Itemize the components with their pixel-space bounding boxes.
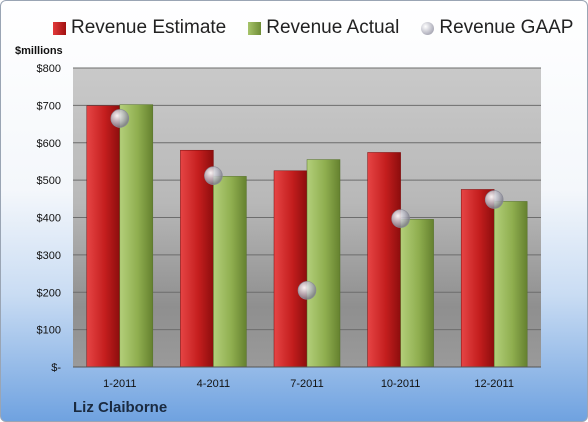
point-revenue-gaap bbox=[204, 166, 223, 185]
y-tick-label: $100 bbox=[37, 325, 61, 337]
y-tick-label: $200 bbox=[37, 287, 61, 299]
company-name: Liz Claiborne bbox=[73, 399, 168, 416]
point-revenue-gaap bbox=[110, 109, 130, 128]
legend-item-actual: Revenue Actual bbox=[248, 17, 399, 39]
bar-revenue-actual bbox=[400, 219, 434, 368]
bar-revenue-actual bbox=[306, 159, 341, 368]
legend: Revenue Estimate Revenue Actual Revenue … bbox=[53, 17, 573, 39]
bar-revenue-estimate bbox=[460, 189, 495, 368]
y-tick-label: $500 bbox=[37, 175, 61, 187]
bar-revenue-estimate bbox=[273, 170, 308, 368]
point-revenue-gaap bbox=[297, 281, 317, 300]
y-tick-label: $300 bbox=[37, 250, 61, 262]
legend-label-estimate: Revenue Estimate bbox=[71, 17, 227, 38]
bar-revenue-estimate bbox=[180, 149, 214, 368]
legend-swatch-estimate bbox=[53, 21, 66, 35]
point-revenue-gaap bbox=[391, 209, 410, 228]
legend-swatch-gaap bbox=[421, 21, 435, 35]
x-tick-label: 12-2011 bbox=[474, 378, 514, 390]
bar-revenue-actual bbox=[213, 176, 247, 368]
y-tick-label: $400 bbox=[37, 213, 61, 225]
x-tick-label: 7-2011 bbox=[290, 378, 323, 390]
y-axis-unit-label: $millions bbox=[15, 45, 63, 57]
legend-item-estimate: Revenue Estimate bbox=[53, 17, 226, 39]
y-tick-label: $600 bbox=[37, 138, 61, 150]
legend-item-gaap: Revenue GAAP bbox=[421, 17, 573, 39]
x-tick-label: 10-2011 bbox=[381, 378, 421, 390]
y-tick-label: $- bbox=[51, 362, 61, 374]
x-tick-label: 4-2011 bbox=[197, 378, 230, 390]
legend-swatch-actual bbox=[248, 21, 262, 35]
legend-label-gaap: Revenue GAAP bbox=[439, 17, 574, 38]
y-tick-label: $800 bbox=[37, 63, 61, 75]
bar-revenue-estimate bbox=[86, 105, 121, 368]
y-tick-label: $700 bbox=[37, 100, 61, 112]
x-tick-label: 1-2011 bbox=[103, 378, 136, 390]
bar-revenue-actual bbox=[119, 104, 154, 368]
bar-revenue-actual bbox=[493, 201, 528, 368]
point-revenue-gaap bbox=[484, 190, 504, 209]
legend-label-actual: Revenue Actual bbox=[266, 17, 400, 38]
bar-revenue-estimate bbox=[367, 152, 401, 368]
